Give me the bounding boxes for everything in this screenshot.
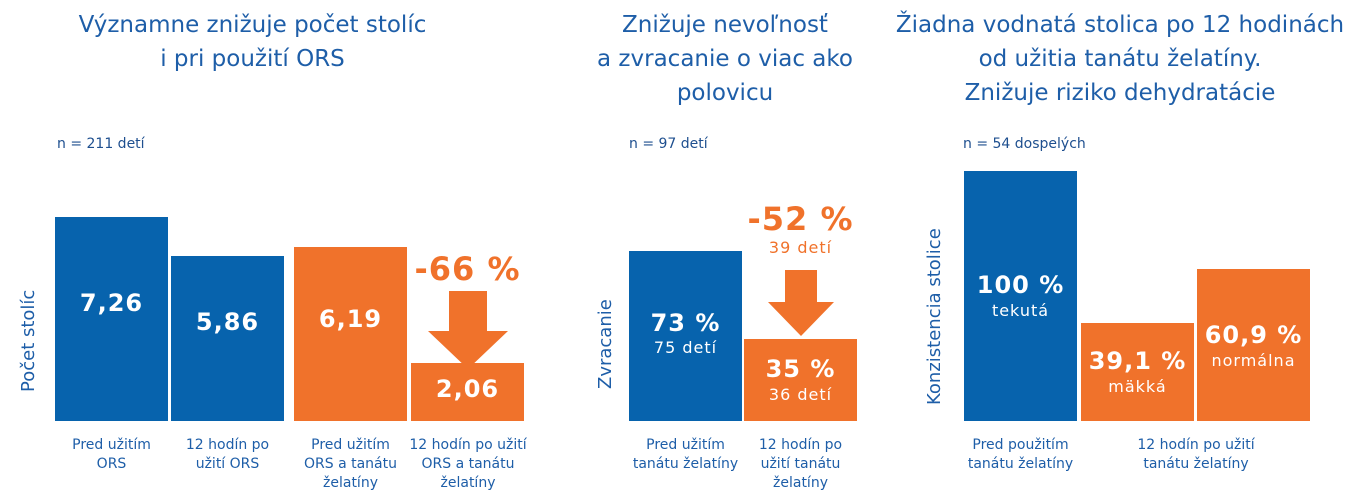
bar-sub-label: mäkká — [1108, 377, 1167, 396]
reduction-percent: -52 % — [747, 200, 854, 238]
y-axis-label: Zvracanie — [595, 299, 616, 389]
chart-title-line: Žiadna vodnatá stolica po 12 hodinách — [895, 12, 1345, 38]
y-axis-label: Počet stolíc — [18, 289, 39, 392]
bar-sub-label: 75 detí — [653, 338, 718, 357]
chart-panel-stool-consistency: Žiadna vodnatá stolica po 12 hodinách od… — [890, 0, 1350, 497]
category-label-line: tanátu želatíny — [1143, 456, 1249, 472]
sample-size-note: n = 211 detí — [57, 136, 145, 152]
category-label: Pred užitím ORS a tanátu želatíny — [290, 436, 411, 493]
category-label-line: Pred užitím — [311, 437, 390, 453]
category-label-line: 12 hodín po užití — [1137, 437, 1255, 453]
category-label-line: želatíny — [773, 475, 828, 491]
bar-value-label: 7,26 — [79, 289, 144, 317]
y-axis-label: Konzistencia stolice — [924, 228, 945, 405]
category-label: 12 hodín po užití tanátu želatíny — [744, 436, 857, 493]
bar-sub-label: normálna — [1211, 351, 1296, 370]
bar: 35 % 36 detí — [744, 339, 857, 421]
bar: 5,86 — [171, 256, 284, 421]
down-arrow-icon — [428, 291, 508, 369]
bar-value-label: 100 % — [976, 271, 1065, 299]
bar: 6,19 — [294, 247, 407, 421]
chart-title-line: Významne znižuje počet stolíc — [78, 12, 427, 38]
sample-size-note: n = 54 dospelých — [963, 136, 1086, 152]
category-label: 12 hodín po užití ORS — [171, 436, 284, 474]
category-label: 12 hodín po užití ORS a tanátu želatíny — [404, 436, 532, 493]
category-label-line: Pred užitím — [72, 437, 151, 453]
chart-title-line: Znižuje riziko dehydratácie — [964, 80, 1276, 106]
bar: 73 % 75 detí — [629, 251, 742, 421]
bar: 7,26 — [55, 217, 168, 421]
chart-title: Znižuje nevoľnosť a zvracanie o viac ako… — [560, 8, 890, 110]
chart-panel-vomiting: Znižuje nevoľnosť a zvracanie o viac ako… — [560, 0, 890, 497]
bar-sub-label: tekutá — [991, 301, 1050, 320]
bar-value-label: 39,1 % — [1088, 347, 1187, 375]
category-label-line: tanátu želatíny — [967, 456, 1074, 472]
category-label-line: 12 hodín po — [758, 437, 843, 453]
category-label-line: užití tanátu — [760, 456, 841, 472]
category-label: Pred užitím ORS — [55, 436, 168, 474]
chart-title: Významne znižuje počet stolíc i pri použ… — [0, 8, 505, 76]
category-label-line: ORS a tanátu — [304, 456, 397, 472]
bar-value-label: 6,19 — [318, 305, 383, 333]
category-label-line: 12 hodín po užití — [409, 437, 527, 453]
category-label: Pred užitím tanátu želatíny — [624, 436, 747, 474]
sample-size-note: n = 97 detí — [629, 136, 708, 152]
reduction-count: 39 detí — [768, 238, 833, 257]
chart-title-line: polovicu — [676, 80, 774, 106]
bar: 100 % tekutá — [964, 171, 1077, 421]
category-label-line: užití ORS — [195, 456, 260, 472]
bar: 2,06 — [411, 363, 524, 421]
category-label-line: Pred užitím — [646, 437, 725, 453]
down-arrow-icon — [768, 270, 834, 336]
category-label-line: Pred použitím — [972, 437, 1069, 453]
category-label-line: želatíny — [440, 475, 496, 491]
bar-value-label: 5,86 — [195, 308, 260, 336]
category-label-line: 12 hodín po — [185, 437, 270, 453]
bar: 60,9 % normálna — [1197, 269, 1310, 421]
category-label-line: tanátu želatíny — [632, 456, 739, 472]
bar-value-label: 73 % — [650, 309, 721, 337]
chart-panel-stool-count: Významne znižuje počet stolíc i pri použ… — [0, 0, 560, 497]
category-label: 12 hodín po užití tanátu želatíny — [1121, 436, 1271, 474]
chart-title-line: i pri použití ORS — [160, 46, 345, 72]
bar-value-label: 60,9 % — [1204, 321, 1303, 349]
category-label-line: ORS — [96, 456, 127, 472]
chart-title-line: Znižuje nevoľnosť — [622, 12, 828, 38]
bar-sub-label: 36 detí — [768, 385, 833, 404]
chart-title-line: a zvracanie o viac ako — [597, 46, 853, 72]
bar-value-label: 35 % — [765, 355, 836, 383]
category-label-line: ORS a tanátu — [421, 456, 515, 472]
category-label-line: želatíny — [323, 475, 378, 491]
chart-title-line: od užitia tanátu želatíny. — [978, 46, 1262, 72]
category-label: Pred použitím tanátu želatíny — [954, 436, 1087, 474]
bar-value-label: 2,06 — [435, 375, 500, 403]
bar: 39,1 % mäkká — [1081, 323, 1194, 421]
reduction-percent: -66 % — [414, 250, 521, 288]
chart-title: Žiadna vodnatá stolica po 12 hodinách od… — [890, 8, 1350, 110]
